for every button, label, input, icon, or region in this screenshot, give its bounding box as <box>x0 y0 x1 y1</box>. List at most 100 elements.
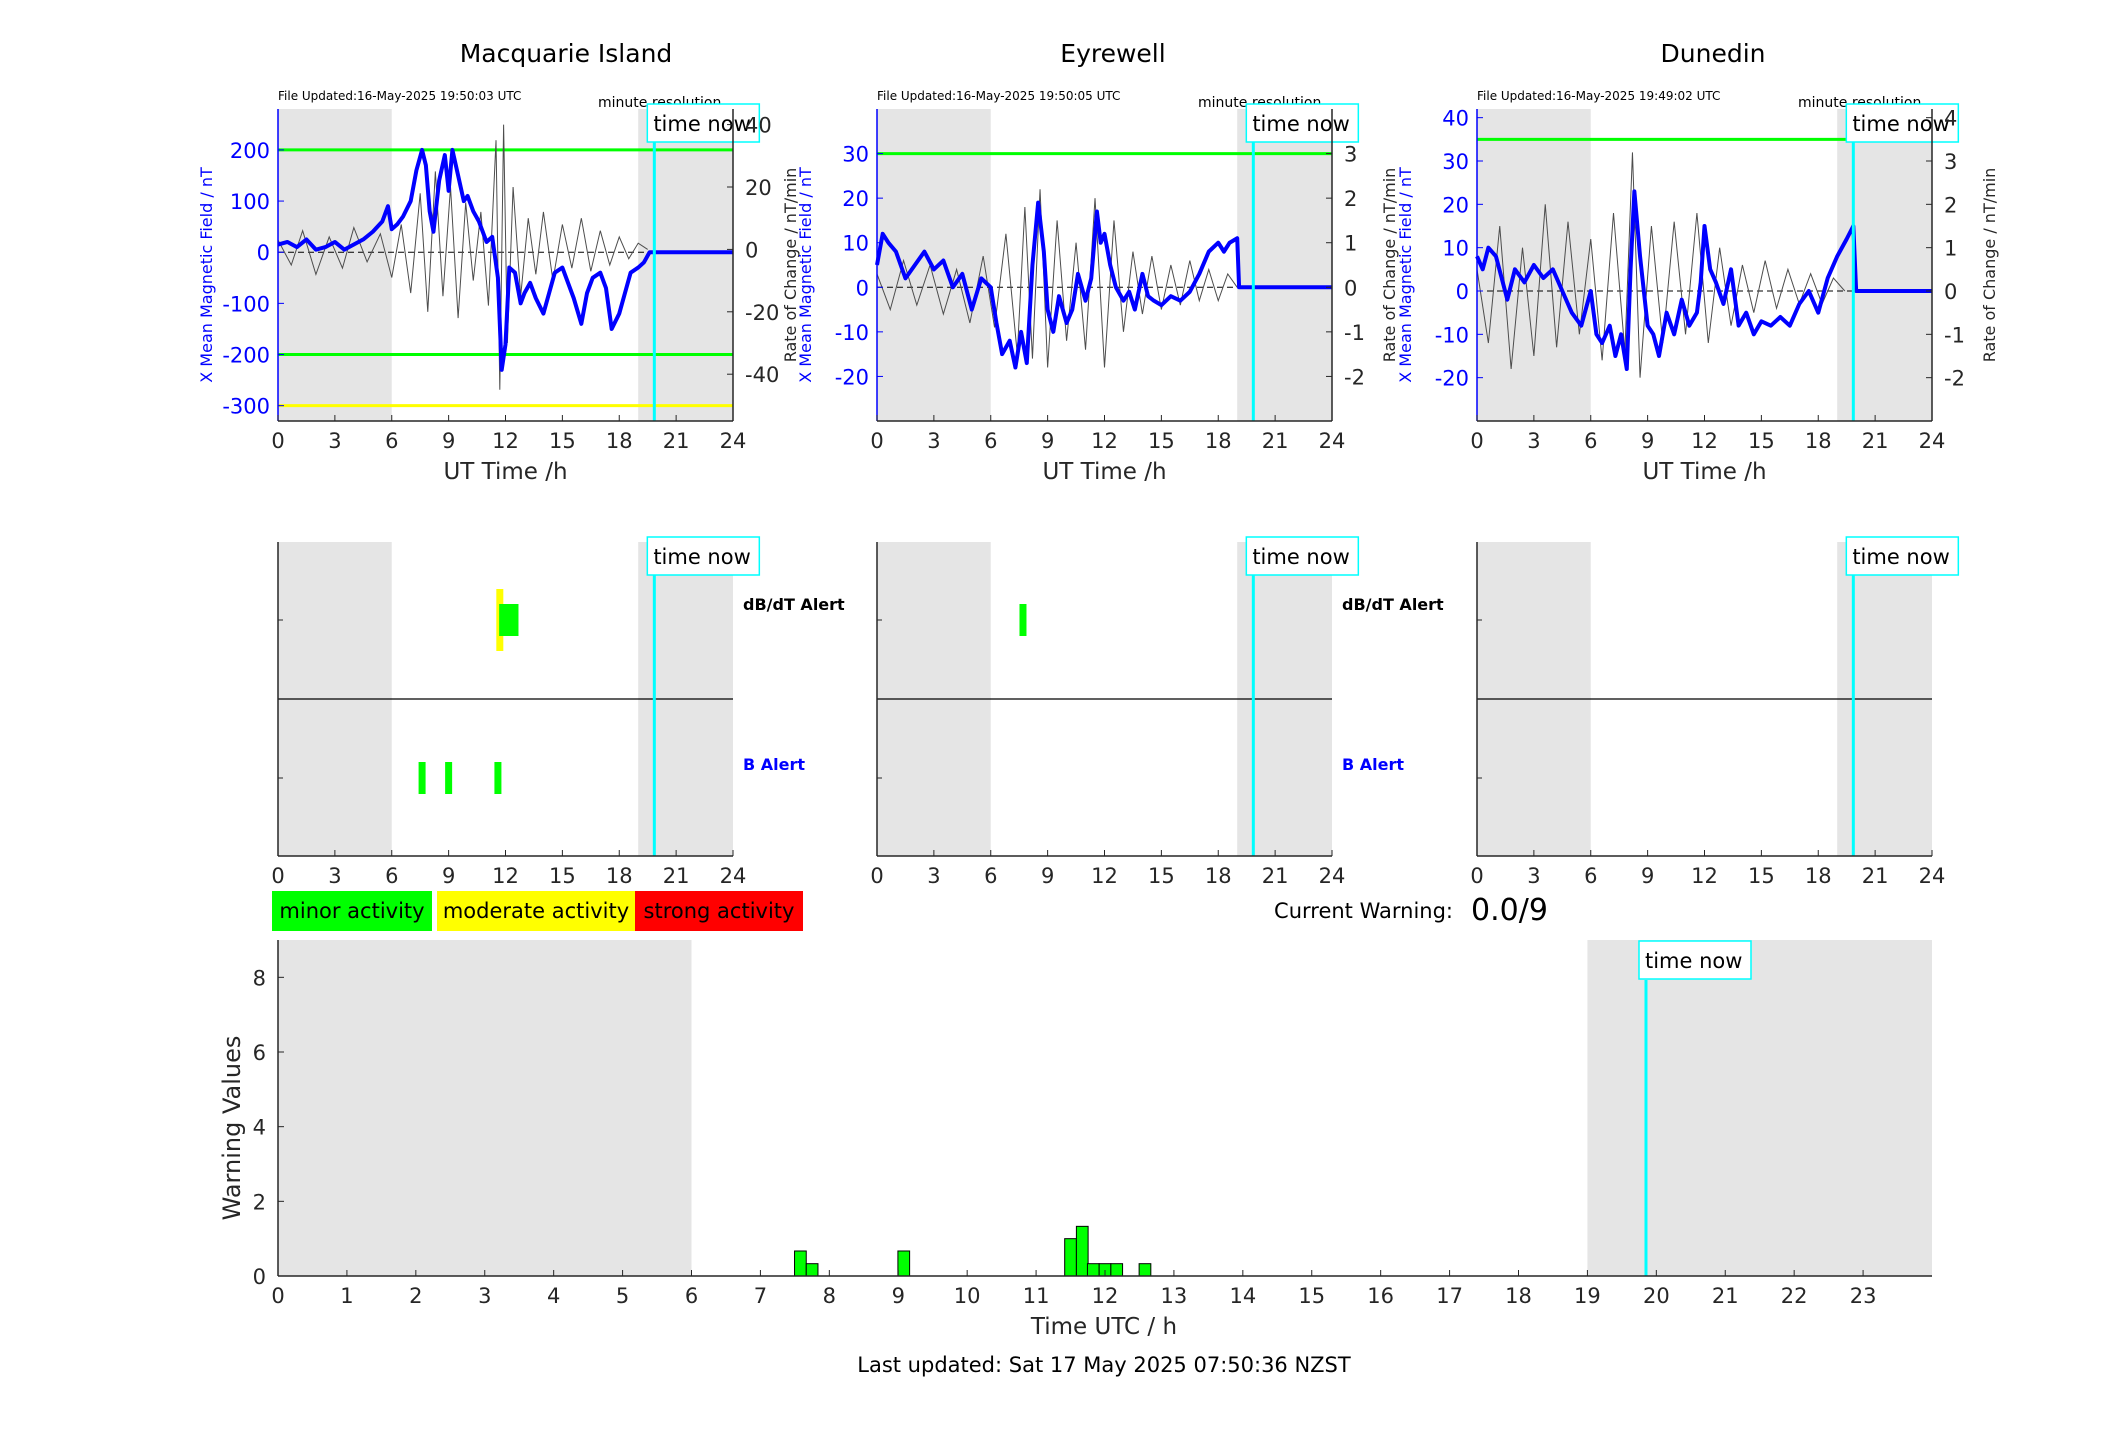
x-tick-label: 9 <box>1041 864 1054 888</box>
y-right-axis-label: Rate of Change / nT/min <box>1980 168 1999 363</box>
y-right-tick-label: 1 <box>1944 237 1957 261</box>
panel-title-macquarie: Macquarie Island <box>460 39 673 68</box>
y-right-tick-label: 1 <box>1344 232 1357 256</box>
y-right-tick-label: -1 <box>1344 321 1365 345</box>
y-right-tick-label: 40 <box>745 114 772 138</box>
x-tick-label: 0 <box>1470 864 1483 888</box>
alert-panels: time now 0 3 6 9 12 15 18 21 24 dB/dT Alert B Alert… <box>271 536 1960 888</box>
x-tick-label: 7 <box>754 1284 767 1308</box>
y-axis-label: Warning Values <box>218 1036 246 1221</box>
y-axis-label: X Mean Magnetic Field / nT <box>1396 167 1415 383</box>
time-now-box <box>1845 103 1960 143</box>
activity-legend: minor activity moderate activity strong … <box>272 891 803 931</box>
night-shade-0 <box>278 109 392 421</box>
x-tick-label: 18 <box>1505 1284 1532 1308</box>
magnetic-field-series <box>875 200 1332 370</box>
y-tick-label: 6 <box>253 1041 266 1065</box>
current-warning-value: 0.0/9 <box>1471 893 1548 928</box>
x-tick-label: 24 <box>1319 864 1346 888</box>
x-tick-label: 18 <box>1805 864 1832 888</box>
alert-panel-0: time now 0 3 6 9 12 15 18 21 24 dB/dT Alert B Alert <box>271 536 845 888</box>
x-tick-label: 6 <box>385 429 398 453</box>
x-tick-label: 21 <box>1262 429 1289 453</box>
last-updated: Last updated: Sat 17 May 2025 07:50:36 N… <box>857 1353 1351 1377</box>
x-tick-label: 12 <box>1092 1284 1119 1308</box>
y-tick-label: 20 <box>842 187 869 211</box>
dbdt-alert-mark <box>504 604 512 636</box>
x-tick-label: 12 <box>1091 429 1118 453</box>
y-right-tick-label: 20 <box>745 176 772 200</box>
x-tick-label: 1 <box>340 1284 353 1308</box>
y-tick-label: 10 <box>842 232 869 256</box>
y-tick-label: 0 <box>257 241 270 265</box>
x-tick-label: 24 <box>720 864 747 888</box>
x-tick-label: 9 <box>1041 429 1054 453</box>
file-updated-eyrewell: File Updated:16-May-2025 19:50:05 UTC <box>877 89 1120 103</box>
y-right-tick-label: 3 <box>1944 150 1957 174</box>
y-tick-label: -20 <box>835 365 869 389</box>
x-tick-label: 17 <box>1436 1284 1463 1308</box>
x-tick-label: 18 <box>1805 429 1832 453</box>
y-tick-label: -300 <box>222 395 270 419</box>
x-tick-label: 0 <box>870 429 883 453</box>
y-right-tick-label: -20 <box>745 301 779 325</box>
warning-bar <box>805 1263 819 1277</box>
x-tick-label: 0 <box>271 864 284 888</box>
x-tick-label: 11 <box>1023 1284 1050 1308</box>
x-tick-label: 21 <box>1862 864 1889 888</box>
x-tick-label: 9 <box>892 1284 905 1308</box>
legend-moderate-label: moderate activity <box>443 899 629 923</box>
y-tick-label: 10 <box>1442 237 1469 261</box>
b-alert-mark <box>494 762 502 794</box>
x-tick-label: 9 <box>442 864 455 888</box>
warning-bar <box>1086 1263 1100 1277</box>
x-tick-label: 3 <box>328 864 341 888</box>
y-right-axis-label: Rate of Change / nT/min <box>1380 168 1399 363</box>
night-shade-0 <box>877 109 991 421</box>
night-shade-1 <box>1587 940 1932 1276</box>
time-now-box <box>1245 536 1360 576</box>
night-shade-1 <box>638 109 733 421</box>
y-tick-label: 30 <box>842 143 869 167</box>
y-right-tick-label: -40 <box>745 363 779 387</box>
b-alert-label: B Alert <box>1342 755 1404 774</box>
y-tick-label: -10 <box>835 321 869 345</box>
x-tick-label: 21 <box>1262 864 1289 888</box>
y-right-tick-label: 0 <box>745 238 758 262</box>
y-right-tick-label: 2 <box>1344 187 1357 211</box>
y-tick-label: -200 <box>222 344 270 368</box>
x-tick-label: 9 <box>1641 429 1654 453</box>
x-tick-label: 18 <box>1205 864 1232 888</box>
warning-bar <box>1138 1263 1152 1277</box>
legend-moderate-swatch <box>437 891 635 931</box>
x-tick-label: 15 <box>1148 864 1175 888</box>
night-shade-1 <box>1237 109 1332 421</box>
x-tick-label: 2 <box>409 1284 422 1308</box>
file-updated-dunedin: File Updated:16-May-2025 19:49:02 UTC <box>1477 89 1720 103</box>
file-updated-macquarie: File Updated:16-May-2025 19:50:03 UTC <box>278 89 521 103</box>
x-tick-label: 5 <box>616 1284 629 1308</box>
x-tick-label: 19 <box>1574 1284 1601 1308</box>
x-axis-label: Time UTC / h <box>1030 1314 1177 1340</box>
x-tick-label: 13 <box>1161 1284 1188 1308</box>
x-tick-label: 15 <box>1148 429 1175 453</box>
warning-bar <box>897 1250 911 1277</box>
y-tick-label: 200 <box>230 139 270 163</box>
time-now-label: time now <box>1852 545 1949 569</box>
dbdt-alert-mark <box>1019 604 1027 636</box>
x-tick-label: 12 <box>492 864 519 888</box>
x-tick-label: 15 <box>549 864 576 888</box>
x-tick-label: 6 <box>1584 429 1597 453</box>
y-tick-label: 2 <box>253 1190 266 1214</box>
x-tick-label: 18 <box>606 429 633 453</box>
x-tick-label: 4 <box>547 1284 560 1308</box>
x-tick-label: 3 <box>478 1284 491 1308</box>
y-tick-label: -20 <box>1435 367 1469 391</box>
warning-bar <box>1110 1263 1124 1277</box>
y-axis-label: X Mean Magnetic Field / nT <box>796 167 815 383</box>
